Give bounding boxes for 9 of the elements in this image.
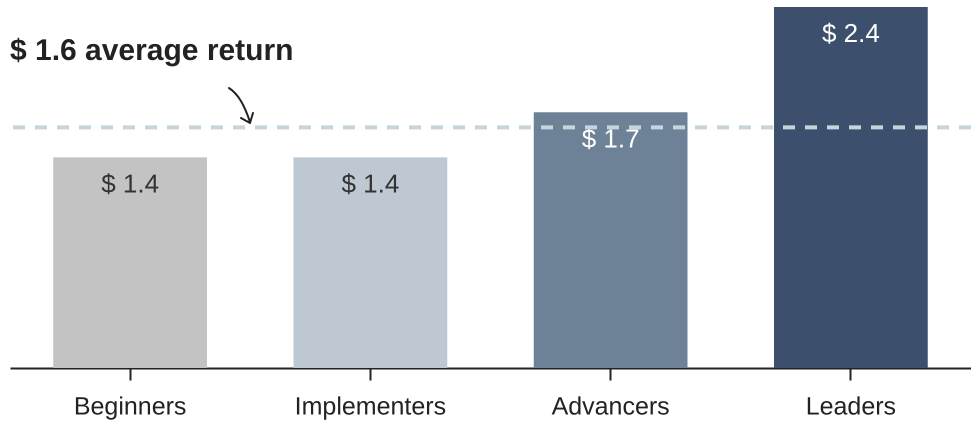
data-label: $ 1.4 (341, 168, 400, 198)
data-label: $ 1.4 (101, 168, 160, 198)
data-label: $ 1.7 (582, 123, 640, 154)
ref-line-label: $ 1.6 average return (10, 34, 294, 67)
x-tick-label: Advancers (552, 392, 670, 420)
x-tick-label: Leaders (806, 392, 896, 420)
x-tick-label: Implementers (294, 392, 446, 420)
data-label: $ 2.4 (822, 18, 880, 48)
x-tick-label: Beginners (74, 392, 186, 420)
